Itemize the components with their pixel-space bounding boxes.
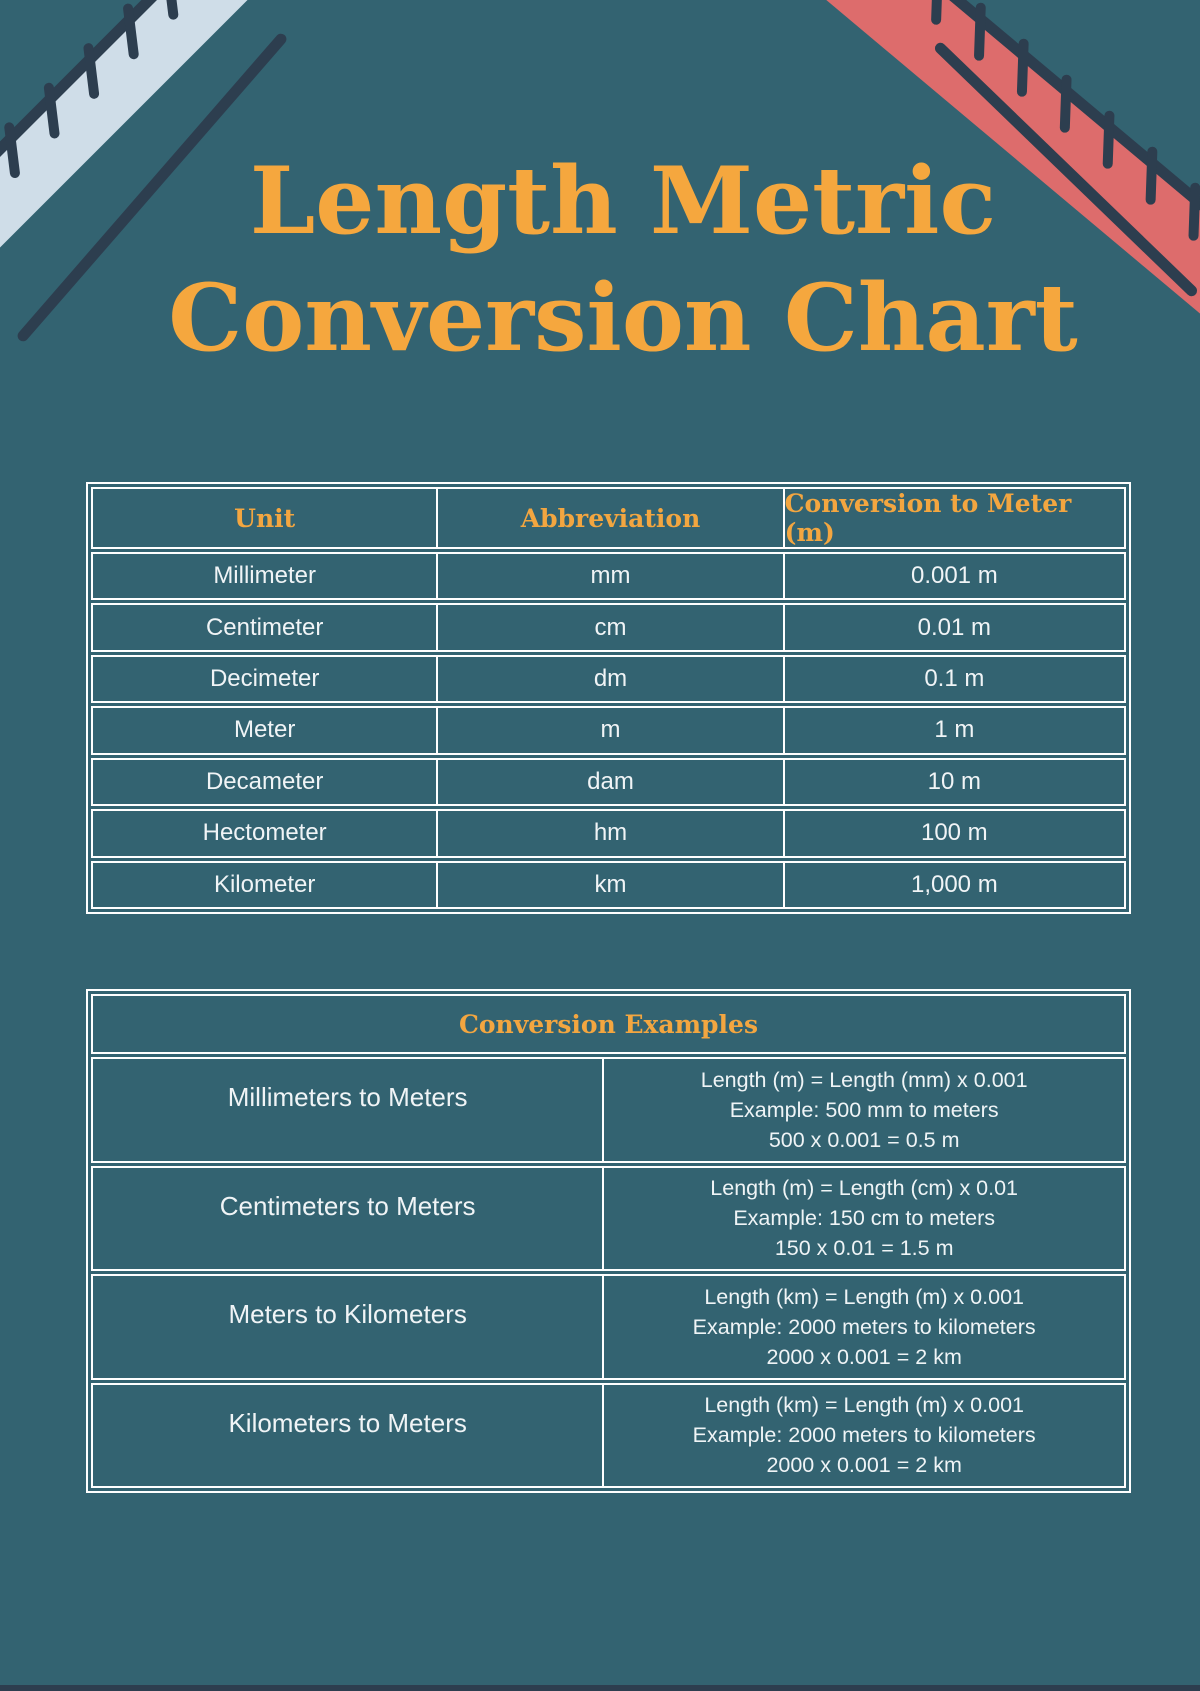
- ruler-tick-icon: [1016, 38, 1029, 97]
- conversion-cell: 0.001 m: [782, 554, 1124, 599]
- example-detail: Length (m) = Length (mm) x 0.001 Example…: [602, 1059, 1124, 1161]
- example-line: Example: 2000 meters to kilometers: [692, 1423, 1036, 1448]
- formula-line: Length (m) = Length (mm) x 0.001: [700, 1067, 1028, 1092]
- conversion-cell: 10 m: [782, 759, 1124, 805]
- formula-line: Length (m) = Length (cm) x 0.01: [710, 1176, 1019, 1201]
- result-line: 2000 x 0.001 = 2 km: [766, 1453, 962, 1478]
- table-row: Kilometer km 1,000 m: [91, 860, 1126, 909]
- example-row: Centimeters to Meters Length (m) = Lengt…: [91, 1165, 1126, 1271]
- unit-cell: Decameter: [205, 767, 324, 795]
- example-detail: Length (km) = Length (m) x 0.001 Example…: [602, 1384, 1124, 1486]
- unit-cell: Centimeter: [205, 613, 324, 641]
- conversion-cell: 100 m: [782, 811, 1124, 856]
- ruler-tick-icon: [973, 2, 986, 61]
- result-line: 500 x 0.001 = 0.5 m: [768, 1127, 960, 1152]
- table-row: Centimeter cm 0.01 m: [91, 603, 1126, 652]
- examples-header-row: Conversion Examples: [91, 994, 1126, 1054]
- abbreviation-cell: m: [436, 708, 782, 753]
- example-label: Centimeters to Meters: [219, 1190, 476, 1221]
- ruler-tick-icon: [1059, 74, 1072, 133]
- ruler-tick-icon: [930, 0, 943, 25]
- column-header-abbreviation: Abbreviation: [436, 489, 782, 547]
- column-header-conversion: Conversion to Meter (m): [782, 489, 1124, 547]
- unit-cell: Millimeter: [213, 562, 316, 590]
- unit-cell: Meter: [233, 716, 296, 744]
- column-header-unit: Unit: [234, 503, 296, 533]
- ruler-tick-icon: [162, 0, 179, 21]
- conversion-cell: 1,000 m: [782, 862, 1124, 907]
- page-title-line1: Length Metric: [249, 146, 997, 255]
- unit-cell: Kilometer: [213, 870, 316, 898]
- example-detail: Length (m) = Length (cm) x 0.01 Example:…: [602, 1167, 1124, 1269]
- conversion-cell: 0.01 m: [782, 605, 1124, 650]
- formula-line: Length (km) = Length (m) x 0.001: [704, 1284, 1024, 1309]
- abbreviation-cell: cm: [436, 605, 782, 650]
- unit-cell: Decimeter: [209, 665, 320, 693]
- bottom-accent-bar: [0, 1685, 1200, 1691]
- example-row: Millimeters to Meters Length (m) = Lengt…: [91, 1057, 1126, 1163]
- example-row: Kilometers to Meters Length (km) = Lengt…: [91, 1382, 1126, 1488]
- examples-table-title: Conversion Examples: [458, 1009, 759, 1039]
- conversion-cell: 1 m: [782, 708, 1124, 753]
- page-title-line2: Conversion Chart: [168, 263, 1078, 372]
- abbreviation-cell: dam: [436, 759, 782, 805]
- conversion-cell: 0.1 m: [782, 656, 1124, 702]
- table-row: Meter m 1 m: [91, 706, 1126, 755]
- page-title: Length Metric Conversion Chart: [0, 142, 1200, 376]
- abbreviation-cell: mm: [436, 554, 782, 599]
- abbreviation-cell: dm: [436, 656, 782, 702]
- example-line: Example: 500 mm to meters: [729, 1097, 999, 1122]
- table-row: Decameter dam 10 m: [91, 757, 1126, 807]
- example-row: Meters to Kilometers Length (km) = Lengt…: [91, 1274, 1126, 1380]
- abbreviation-cell: km: [436, 862, 782, 907]
- example-line: Example: 2000 meters to kilometers: [692, 1314, 1036, 1339]
- unit-cell: Hectometer: [202, 819, 327, 847]
- example-line: Example: 150 cm to meters: [733, 1206, 995, 1231]
- table-row: Millimeter mm 0.001 m: [91, 552, 1126, 601]
- abbreviation-cell: hm: [436, 811, 782, 856]
- table-row: Decimeter dm 0.1 m: [91, 654, 1126, 704]
- formula-line: Length (km) = Length (m) x 0.001: [704, 1393, 1024, 1418]
- example-label: Kilometers to Meters: [228, 1407, 467, 1438]
- example-label: Millimeters to Meters: [227, 1082, 468, 1113]
- result-line: 150 x 0.01 = 1.5 m: [774, 1236, 954, 1261]
- table-header-row: Unit Abbreviation Conversion to Meter (m…: [91, 487, 1126, 549]
- table-row: Hectometer hm 100 m: [91, 809, 1126, 858]
- example-label: Meters to Kilometers: [228, 1299, 467, 1330]
- conversion-examples-table: Conversion Examples Millimeters to Meter…: [86, 989, 1131, 1493]
- result-line: 2000 x 0.001 = 2 km: [766, 1344, 962, 1369]
- example-detail: Length (km) = Length (m) x 0.001 Example…: [602, 1276, 1124, 1378]
- metric-units-table: Unit Abbreviation Conversion to Meter (m…: [86, 482, 1131, 914]
